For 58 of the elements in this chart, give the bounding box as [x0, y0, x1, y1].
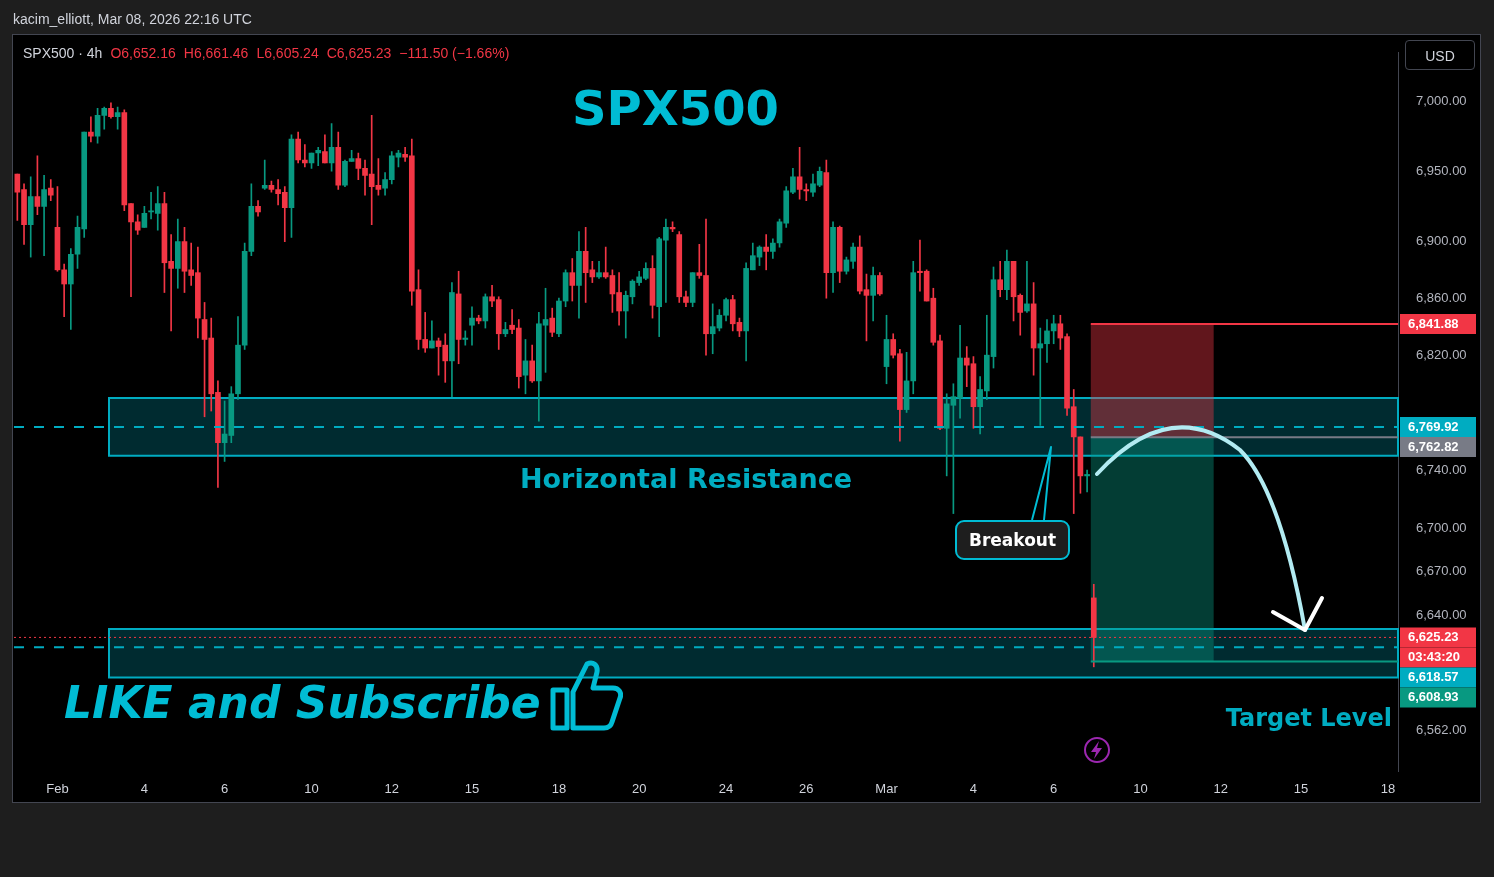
x-tick-label: 18 — [551, 781, 567, 797]
x-tick-label: 6 — [220, 781, 229, 797]
x-tick-label: 4 — [140, 781, 148, 797]
y-tick-label: 6,860.00 — [1416, 289, 1467, 305]
text: SPX500 — [572, 80, 779, 136]
y-tick-label: 6,640.00 — [1416, 607, 1467, 623]
ref-line-label: 6,625.23 — [1408, 628, 1459, 644]
y-tick-label: 6,700.00 — [1416, 519, 1467, 535]
x-tick-label: 15 — [1293, 781, 1309, 797]
y-tick-label: 6,950.00 — [1416, 162, 1467, 178]
annotation: −111.50 (−1.66%) — [399, 45, 510, 61]
candlestick — [41, 175, 47, 257]
band-label: Target Level — [1225, 703, 1392, 732]
candlestick — [469, 306, 475, 346]
annotation: Breakout — [955, 520, 1071, 560]
candlestick — [302, 144, 308, 168]
candlestick — [315, 147, 322, 166]
text: 03:43:20 — [1408, 648, 1461, 664]
ref-line-label: 6,762.82 — [1408, 438, 1459, 454]
y-tick-label: 7,000.00 — [1416, 92, 1467, 108]
y-tick-label: 6,740.00 — [1416, 461, 1467, 477]
y-tick-label: 6,820.00 — [1416, 346, 1467, 362]
ref-line-label: 6,841.88 — [1408, 315, 1459, 331]
x-tick-label: 6 — [1050, 781, 1058, 797]
x-tick-label: 15 — [464, 781, 480, 797]
x-tick-label: Mar — [875, 781, 899, 797]
candlestick — [596, 261, 602, 279]
candlestick — [462, 330, 469, 346]
y-tick-label: 6,900.00 — [1416, 233, 1467, 249]
candlestick — [763, 234, 769, 271]
candlestick — [1024, 261, 1030, 313]
band-label: Horizontal Resistance — [519, 463, 853, 495]
y-tick-label: 6,562.00 — [1416, 722, 1467, 738]
x-tick-label: 10 — [304, 781, 319, 797]
x-tick-label: 10 — [1133, 781, 1148, 797]
y-tick-label: 6,670.00 — [1416, 563, 1467, 579]
annotation: SPX500 · 4h — [23, 45, 103, 61]
annotation: LIKE and Subscribe — [64, 677, 541, 730]
ref-line-label: 6,618.57 — [1408, 668, 1459, 684]
text: USD — [1405, 40, 1475, 70]
x-tick-label: 26 — [799, 781, 814, 797]
x-tick-label: 12 — [1213, 781, 1229, 797]
x-tick-label: 18 — [1380, 781, 1396, 797]
text: kacim_elliott, Mar 08, 2026 22:16 UTC — [13, 11, 252, 27]
x-tick-label: Feb — [46, 781, 69, 797]
candlestick — [261, 159, 268, 190]
annotation: O6,652.16 — [110, 45, 176, 61]
candlestick — [88, 116, 94, 143]
annotation: C6,625.23 — [326, 45, 392, 61]
ref-line-label: 6,608.93 — [1408, 688, 1459, 704]
annotation: L6,605.24 — [256, 45, 319, 61]
ref-line-label: 6,769.92 — [1408, 418, 1459, 434]
x-tick-label: 24 — [718, 781, 734, 797]
x-tick-label: 12 — [384, 781, 399, 797]
x-tick-label: 20 — [631, 781, 647, 797]
annotation: H6,661.46 — [183, 45, 249, 61]
candlestick — [1084, 469, 1090, 493]
x-tick-label: 4 — [969, 781, 978, 797]
